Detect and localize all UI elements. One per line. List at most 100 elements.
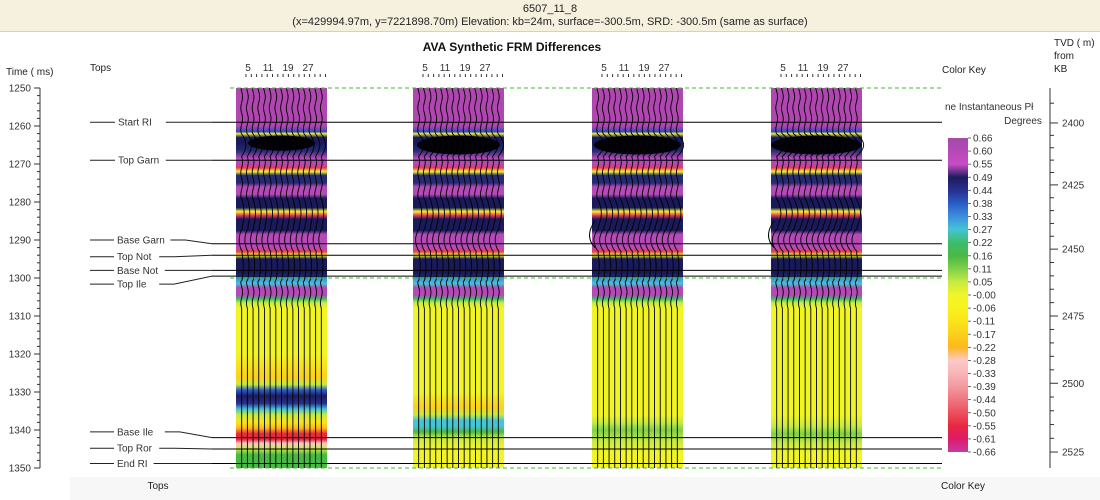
wiggle-trace	[295, 87, 304, 468]
tops-track-label: Tops	[90, 63, 111, 74]
color-key-value: -0.00	[973, 291, 996, 302]
top-label: Top Not	[117, 252, 152, 263]
tvd-axis-label-from: from	[1054, 51, 1074, 62]
wiggle-trace	[238, 87, 247, 468]
tvd-axis-label-kb: KB	[1054, 64, 1068, 75]
color-key-label: Color Key	[942, 65, 986, 76]
top-label: Top Ile	[117, 280, 147, 291]
color-key-value: 0.22	[973, 238, 993, 249]
chart-title: AVA Synthetic FRM Differences	[423, 40, 602, 54]
color-key-value: -0.06	[973, 304, 996, 315]
reflection-fill	[771, 135, 862, 155]
synthetic-panel: 5111927100__BRINE_GN_synthetic_dif	[746, 63, 886, 492]
top-leader-right	[159, 275, 213, 285]
time-axis-label: Time ( ms)	[6, 67, 53, 78]
top-leader-right	[170, 239, 213, 245]
color-key-value: 0.60	[973, 147, 993, 158]
wiggle-trace	[593, 87, 605, 468]
tvd-tick-label: 2425	[1062, 180, 1085, 191]
tvd-axis: 2400 2425 2450 2475 2500 2525	[1049, 88, 1085, 468]
edge-wiggle	[589, 220, 596, 248]
tvd-tick-label: 2450	[1062, 245, 1085, 256]
top-label: Base Ile	[117, 427, 154, 438]
color-key-value: -0.28	[973, 356, 996, 367]
trace-tick-label: 27	[302, 63, 314, 74]
color-key-value: 0.49	[973, 173, 993, 184]
bottom-tops-label: Tops	[147, 481, 168, 492]
color-key-value: -0.17	[973, 330, 996, 341]
well-top-lines	[212, 87, 942, 469]
color-key-value: -0.22	[973, 343, 996, 354]
color-key-value: -0.50	[973, 408, 996, 419]
top-label: End RI	[117, 459, 148, 470]
wiggle-trace	[845, 87, 859, 468]
edge-wiggle	[768, 220, 775, 248]
top-label: Top Garn	[118, 156, 159, 167]
wiggle-trace	[267, 87, 275, 468]
color-key-value: -0.39	[973, 382, 996, 393]
tops-track: Start RI Top Garn Base Garn Top Not Base Not…	[90, 118, 213, 470]
time-tick-label: 1250	[9, 84, 32, 95]
trace-tick-label: 11	[263, 63, 274, 74]
color-key-value: 0.27	[973, 225, 993, 236]
top-leader-right	[159, 254, 213, 258]
bottom-label-bar: Tops Color Key	[70, 477, 1100, 500]
time-tick-label: 1290	[9, 236, 32, 247]
tvd-tick-label: 2400	[1062, 118, 1085, 129]
trace-tick-label: 19	[282, 63, 294, 74]
time-tick-label: 1340	[9, 426, 32, 437]
color-key-value: 0.44	[973, 186, 993, 197]
top-label: Base Not	[117, 266, 158, 277]
color-key-value: 0.33	[973, 212, 993, 223]
top-leader-right	[164, 431, 213, 439]
time-tick-label: 1310	[9, 312, 32, 323]
color-key-value: -0.33	[973, 369, 996, 380]
time-tick-label: 1280	[9, 198, 32, 209]
trace-tick-label: 19	[638, 63, 650, 74]
synthetic-panel: 511192775__BRINE_GN_synthetic_dif	[570, 63, 705, 492]
well-info-bar: 6507_11_8 (x=429994.97m, y=7221898.70m) …	[0, 0, 1100, 32]
color-key-title: ne Instantaneous Pł	[945, 102, 1034, 113]
trace-tick-label: 11	[798, 63, 809, 74]
top-label: Base Garn	[117, 236, 165, 247]
reflection-fill	[417, 135, 500, 155]
wiggle-trace	[301, 87, 309, 468]
trace-tick-label: 19	[817, 63, 829, 74]
color-key-value: 0.66	[973, 134, 993, 145]
trace-tick-label: 19	[459, 63, 471, 74]
wiggle-trace	[673, 87, 685, 468]
trace-tick-label: 27	[479, 63, 491, 74]
color-key-value: -0.66	[973, 448, 996, 459]
well-location-info: (x=429994.97m, y=7221898.70m) Elevation:…	[292, 16, 808, 28]
color-key-value: 0.55	[973, 160, 993, 171]
color-key-value: 0.11	[973, 264, 992, 275]
time-tick-label: 1260	[9, 122, 32, 133]
wiggle-trace	[489, 87, 499, 468]
trace-tick-label: 5	[422, 63, 428, 74]
tvd-tick-label: 2500	[1062, 379, 1085, 390]
color-key-value: 0.16	[973, 251, 993, 262]
tvd-axis-label: TVD ( m)	[1054, 38, 1095, 49]
time-tick-label: 1330	[9, 388, 32, 399]
top-label: Start RI	[118, 118, 152, 129]
time-tick-label: 1300	[9, 274, 32, 285]
trace-tick-label: 27	[837, 63, 849, 74]
trace-tick-label: 11	[619, 63, 630, 74]
color-key-value: 0.05	[973, 277, 993, 288]
trace-tick-label: 11	[440, 63, 451, 74]
trace-tick-label: 27	[658, 63, 670, 74]
bottom-bar-background	[70, 477, 1100, 500]
color-key-value: -0.61	[973, 434, 996, 445]
color-key-unit: Degrees	[1004, 116, 1042, 127]
bottom-color-key-label: Color Key	[941, 481, 985, 492]
color-key-value: 0.38	[973, 199, 993, 210]
reflection-fill	[594, 135, 681, 155]
top-label: Top Ror	[117, 444, 153, 455]
color-key-bar	[948, 138, 968, 452]
well-name: 6507_11_8	[522, 3, 578, 15]
time-axis: 1250 1260 1270 1280 1290 1300 1310 1320 1330 1340…	[9, 84, 41, 475]
time-tick-label: 1350	[9, 464, 32, 475]
color-key-value: -0.11	[973, 317, 995, 328]
reflection-fill	[248, 135, 315, 151]
